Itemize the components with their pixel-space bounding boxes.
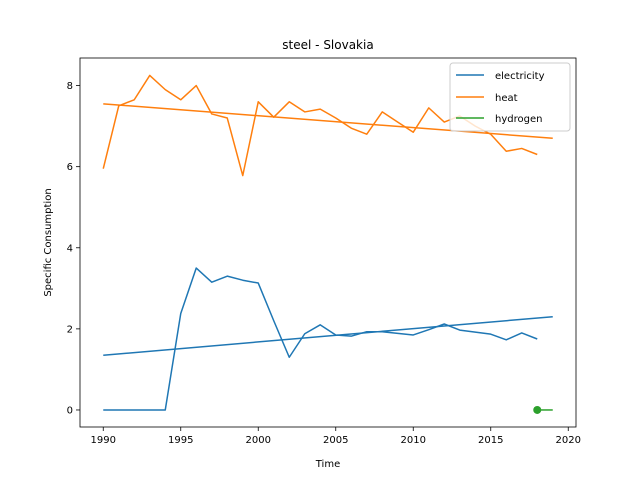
y-tick-label: 6: [67, 162, 73, 173]
chart-title: steel - Slovakia: [282, 38, 373, 52]
legend-box: [449, 62, 571, 132]
data-point-hydrogen: [533, 405, 542, 414]
legend-label-hydrogen: hydrogen: [495, 114, 542, 125]
x-axis: 1990 1995 2000 2005 2010 2015 2020: [91, 427, 581, 446]
y-tick-label: 2: [67, 324, 73, 335]
x-tick-label: 2000: [246, 435, 271, 446]
x-tick-label: 2010: [401, 435, 426, 446]
y-axis-label: Specific Consumption: [43, 188, 54, 296]
y-tick-label: 8: [67, 81, 73, 92]
y-tick-label: 0: [67, 405, 73, 416]
x-tick-label: 2020: [556, 435, 581, 446]
legend: electricity heat hydrogen: [449, 62, 571, 132]
x-tick-label: 1995: [168, 435, 193, 446]
legend-label-electricity: electricity: [495, 71, 545, 82]
legend-label-heat: heat: [495, 93, 518, 104]
plot-frame: [79, 57, 577, 428]
y-axis: 0 2 4 6 8: [67, 81, 80, 416]
trend-line-electricity: [103, 315, 553, 356]
x-tick-label: 2015: [478, 435, 503, 446]
series-line-electricity: [103, 267, 538, 411]
trend-line-heat: [103, 103, 553, 140]
x-tick-label: 1990: [91, 435, 116, 446]
y-tick-label: 4: [67, 243, 73, 254]
x-axis-label: Time: [315, 459, 340, 470]
x-tick-label: 2005: [323, 435, 348, 446]
